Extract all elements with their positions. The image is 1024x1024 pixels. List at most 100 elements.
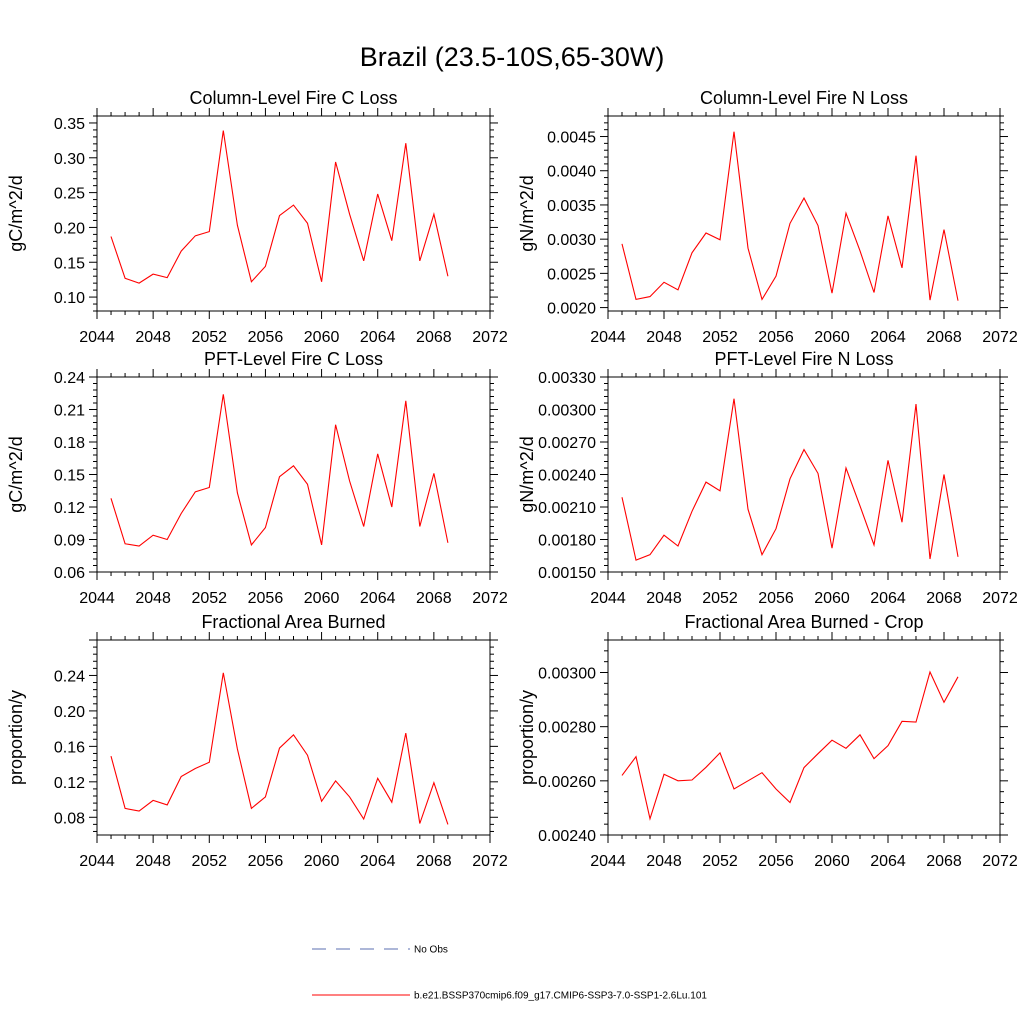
x-tick-label: 2044	[79, 329, 115, 346]
y-tick-label: 0.18	[54, 435, 85, 452]
x-tick-label: 2044	[79, 590, 115, 607]
x-tick-label: 2068	[926, 329, 962, 346]
plot-frame	[607, 115, 1001, 312]
panel-title: Fractional Area Burned	[201, 612, 385, 632]
x-tick-label: 2048	[135, 590, 171, 607]
x-tick-label: 2048	[646, 590, 682, 607]
y-tick-label: 0.00260	[538, 774, 596, 791]
x-tick-label: 2072	[982, 590, 1018, 607]
figure-title: Brazil (23.5-10S,65-30W)	[360, 42, 665, 72]
y-tick-label: 0.0025	[547, 266, 596, 283]
y-axis-label: gC/m^2/d	[6, 175, 26, 251]
y-tick-label: 0.10	[54, 290, 85, 307]
series-line	[621, 670, 959, 821]
panel-title: Fractional Area Burned - Crop	[684, 612, 923, 632]
y-tick-label: 0.09	[54, 533, 85, 550]
x-tick-label: 2052	[702, 853, 738, 870]
x-tick-label: 2060	[814, 329, 850, 346]
y-tick-label: 0.00300	[538, 403, 596, 420]
legend-obs-label: No Obs	[414, 945, 448, 956]
series-line	[110, 672, 449, 825]
x-tick-label: 2056	[248, 853, 284, 870]
x-tick-label: 2068	[416, 329, 452, 346]
plot-frame	[607, 639, 1001, 836]
x-tick-label: 2056	[248, 329, 284, 346]
x-tick-label: 2060	[814, 590, 850, 607]
x-tick-label: 2044	[590, 590, 626, 607]
x-tick-label: 2056	[758, 329, 794, 346]
x-tick-label: 2068	[416, 853, 452, 870]
y-tick-label: 0.00210	[538, 500, 596, 517]
y-tick-label: 0.24	[54, 370, 85, 387]
x-tick-label: 2068	[926, 590, 962, 607]
x-tick-label: 2052	[702, 329, 738, 346]
series-line	[110, 130, 449, 284]
x-tick-label: 2056	[758, 590, 794, 607]
x-tick-label: 2048	[135, 329, 171, 346]
y-tick-label: 0.30	[54, 151, 85, 168]
chart-panel-3: PFT-Level Fire C Loss gC/m^2/d 2044 2048 205…	[6, 349, 508, 607]
y-axis-label: proportion/y	[6, 690, 26, 785]
x-tick-label: 2072	[982, 329, 1018, 346]
y-tick-label: 0.00300	[538, 666, 596, 683]
x-tick-label: 2052	[702, 590, 738, 607]
x-tick-label: 2060	[814, 853, 850, 870]
y-tick-label: 0.00270	[538, 435, 596, 452]
chart-panel-1: Column-Level Fire C Loss gC/m^2/d 2044 2048…	[6, 88, 508, 346]
y-tick-label: 0.00330	[538, 370, 596, 387]
y-tick-label: 0.12	[54, 500, 85, 517]
x-tick-label: 2072	[982, 853, 1018, 870]
x-tick-label: 2048	[646, 853, 682, 870]
series-line	[621, 398, 959, 561]
x-tick-label: 2068	[926, 853, 962, 870]
plot-frame	[96, 115, 491, 312]
x-tick-label: 2060	[304, 853, 340, 870]
panel-title: PFT-Level Fire C Loss	[204, 349, 383, 369]
y-axis-label: gN/m^2/d	[517, 436, 537, 512]
y-tick-label: 0.06	[54, 565, 85, 582]
plot-frame	[96, 376, 491, 573]
y-tick-label: 0.0035	[547, 198, 596, 215]
y-tick-label: 0.12	[54, 775, 85, 792]
series-line	[621, 131, 959, 301]
y-tick-label: 0.35	[54, 116, 85, 133]
x-tick-label: 2068	[416, 590, 452, 607]
chart-panel-6: Fractional Area Burned - Crop proportion/…	[517, 612, 1018, 870]
x-tick-label: 2072	[472, 329, 508, 346]
y-tick-label: 0.20	[54, 220, 85, 237]
series-line	[110, 394, 449, 547]
x-tick-label: 2052	[191, 853, 227, 870]
x-tick-label: 2064	[360, 853, 396, 870]
panels-group: Column-Level Fire C Loss gC/m^2/d 2044 2048…	[6, 88, 1018, 870]
x-tick-label: 2048	[646, 329, 682, 346]
x-tick-label: 2072	[472, 590, 508, 607]
x-tick-label: 2044	[590, 329, 626, 346]
x-tick-label: 2064	[870, 590, 906, 607]
y-axis-label: gC/m^2/d	[6, 436, 26, 512]
x-tick-label: 2060	[304, 329, 340, 346]
x-tick-label: 2056	[248, 590, 284, 607]
y-tick-label: 0.24	[54, 668, 85, 685]
x-tick-label: 2052	[191, 590, 227, 607]
x-tick-label: 2064	[870, 853, 906, 870]
x-tick-label: 2064	[870, 329, 906, 346]
y-tick-label: 0.0020	[547, 301, 596, 318]
y-tick-label: 0.00180	[538, 533, 596, 550]
y-tick-label: 0.20	[54, 704, 85, 721]
y-axis-label: gN/m^2/d	[517, 175, 537, 251]
x-tick-label: 2048	[135, 853, 171, 870]
x-tick-label: 2052	[191, 329, 227, 346]
x-tick-label: 2064	[360, 590, 396, 607]
y-tick-label: 0.25	[54, 186, 85, 203]
y-tick-label: 0.0045	[547, 130, 596, 147]
y-tick-label: 0.21	[54, 403, 85, 420]
x-tick-label: 2060	[304, 590, 340, 607]
x-tick-label: 2064	[360, 329, 396, 346]
y-tick-label: 0.15	[54, 255, 85, 272]
y-tick-label: 0.00280	[538, 720, 596, 737]
panel-title: PFT-Level Fire N Loss	[714, 349, 893, 369]
chart-panel-4: PFT-Level Fire N Loss gN/m^2/d 2044 2048 205…	[517, 349, 1018, 607]
y-tick-label: 0.08	[54, 810, 85, 827]
legend: No Obs b.e21.BSSP370cmip6.f09_g17.CMIP6-…	[312, 945, 707, 1002]
